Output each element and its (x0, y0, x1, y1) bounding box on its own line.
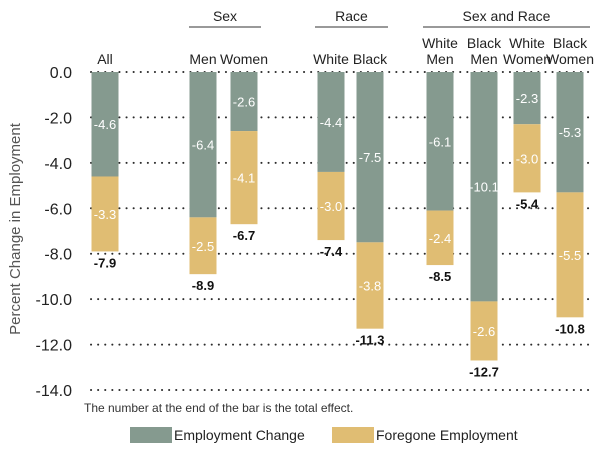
group-header-label: Sex (213, 8, 237, 24)
bar-employment-change (556, 72, 584, 193)
bar-foregone-employment (91, 176, 119, 252)
category-label: Black (467, 35, 502, 51)
data-label-foregone-employment: -3.8 (359, 279, 381, 294)
data-label-foregone-employment: -3.0 (516, 151, 538, 166)
data-label-employment-change: -5.3 (559, 125, 581, 140)
bar-foregone-employment (470, 301, 498, 361)
bar-employment-change (189, 72, 217, 218)
bar-employment-change (426, 72, 454, 211)
data-label-foregone-employment: -5.5 (559, 248, 581, 263)
y-tick-label: -6.0 (44, 201, 72, 218)
data-label-employment-change: -2.3 (516, 91, 538, 106)
data-labels: -4.6 -3.3 -7.9 -6.4 -2.5 -8.9 -2.6 -4.1 -6.7 -4.4… (94, 91, 585, 379)
data-label-total: -8.9 (192, 278, 214, 293)
data-label-employment-change: -6.4 (192, 138, 214, 153)
bar-foregone-employment (317, 171, 345, 241)
category-label: Black (553, 35, 588, 51)
data-label-foregone-employment: -2.5 (192, 239, 214, 254)
data-label-employment-change: -4.4 (320, 115, 342, 130)
data-label-employment-change: -4.6 (94, 117, 116, 132)
data-label-foregone-employment: -3.3 (94, 207, 116, 222)
bar-employment-change (470, 72, 498, 302)
y-tick-label: -2.0 (44, 110, 72, 127)
bar-foregone-employment (513, 124, 541, 193)
y-tick-labels: 0.0 -2.0 -4.0 -6.0 -8.0 -10.0 -12.0 -14.0 (36, 65, 73, 400)
category-label: White (313, 51, 349, 67)
category-label: Women (220, 51, 268, 67)
data-label-employment-change: -7.5 (359, 150, 381, 165)
data-label-total: -11.3 (356, 333, 385, 348)
legend: Employment Change Foregone Employment (130, 427, 518, 443)
bar-foregone-employment (189, 217, 217, 275)
group-header-label: Sex and Race (463, 8, 551, 24)
category-label: Black (353, 51, 388, 67)
data-label-total: -5.4 (516, 196, 539, 211)
data-label-total: -7.9 (94, 255, 116, 270)
y-tick-label: -10.0 (36, 292, 73, 309)
group-headers: Sex Race Sex and Race (189, 8, 590, 28)
data-label-foregone-employment: -2.4 (429, 231, 451, 246)
category-label: Women (503, 51, 551, 67)
bars (91, 72, 584, 361)
data-label-employment-change: -2.6 (233, 95, 255, 110)
y-tick-label: -8.0 (44, 247, 72, 264)
legend-label: Foregone Employment (376, 427, 518, 443)
legend-swatch (130, 427, 172, 443)
data-label-employment-change: -6.1 (429, 134, 451, 149)
category-label: Men (189, 51, 216, 67)
y-tick-label: 0.0 (50, 65, 72, 82)
data-label-foregone-employment: -2.6 (473, 324, 495, 339)
y-tick-label: -14.0 (36, 383, 73, 400)
bar-foregone-employment (230, 131, 258, 225)
bar-foregone-employment (356, 242, 384, 329)
y-tick-label: -12.0 (36, 338, 73, 355)
bar-employment-change (317, 72, 345, 172)
data-label-employment-change: -10.1 (469, 180, 499, 195)
data-label-foregone-employment: -4.1 (233, 171, 255, 186)
bar-foregone-employment (426, 210, 454, 266)
data-label-total: -10.8 (555, 321, 585, 336)
category-label: Women (546, 51, 594, 67)
bar-employment-change (356, 72, 384, 243)
y-tick-label: -4.0 (44, 156, 72, 173)
category-labels: All Men Women White BlackWhiteMenBlackMenWhi… (97, 35, 594, 67)
data-label-total: -8.5 (429, 269, 451, 284)
bar-employment-change (91, 72, 119, 177)
category-label: White (422, 35, 458, 51)
data-label-total: -12.7 (469, 364, 499, 379)
group-header-label: Race (335, 8, 368, 24)
bar-employment-change (230, 72, 258, 132)
category-label: White (509, 35, 545, 51)
category-label: Men (426, 51, 453, 67)
chart-note: The number at the end of the bar is the … (84, 401, 353, 415)
category-label: All (97, 51, 113, 67)
category-label: Men (470, 51, 497, 67)
data-label-foregone-employment: -3.0 (320, 199, 342, 214)
data-label-total: -7.4 (320, 244, 343, 259)
y-axis-label: Percent Change in Employment (7, 122, 24, 335)
bar-employment-change (513, 72, 541, 125)
legend-label: Employment Change (174, 427, 305, 443)
data-label-total: -6.7 (233, 228, 255, 243)
bar-foregone-employment (556, 192, 584, 318)
legend-swatch (332, 427, 374, 443)
